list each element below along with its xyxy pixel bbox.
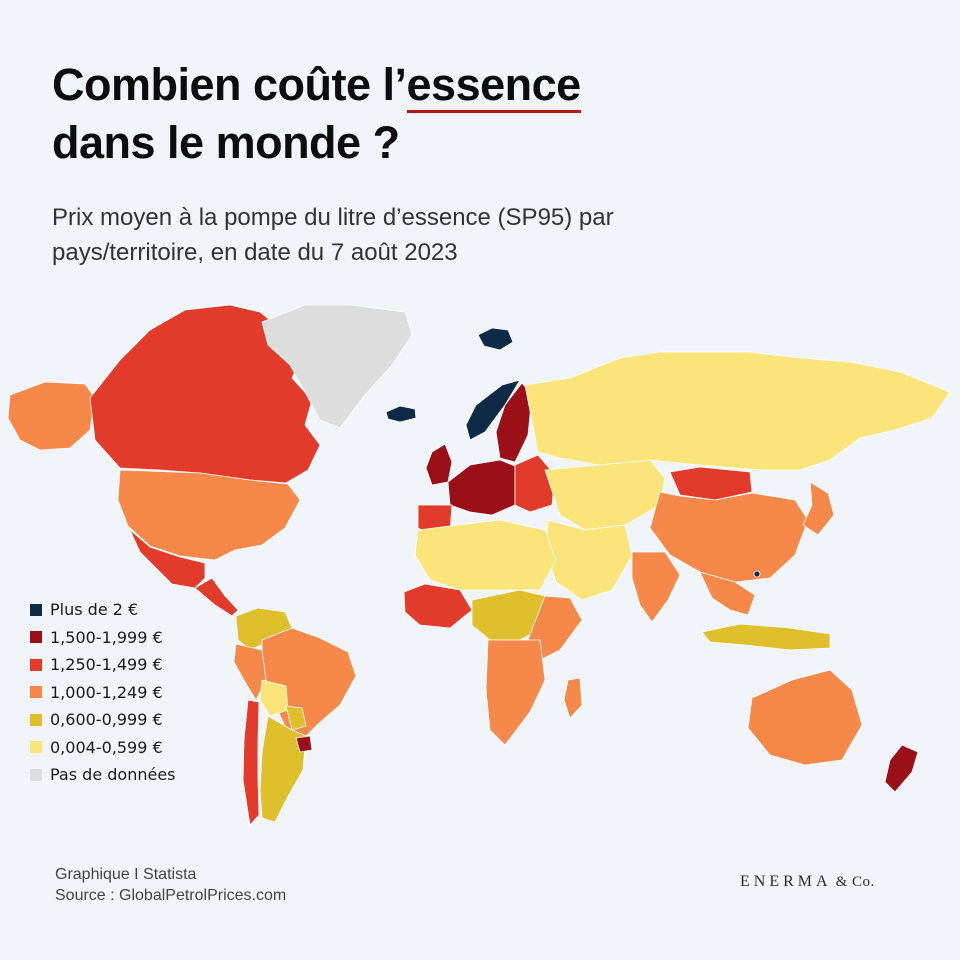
title-highlight-word: essence	[406, 59, 581, 113]
page-title: Combien coûte l’essence dans le monde ?	[52, 56, 581, 172]
legend-item-c1250: 1,250-1,499 €	[30, 651, 176, 679]
footer-source: Graphique I Statista Source : GlobalPetr…	[55, 864, 286, 906]
region-bolivia	[259, 679, 289, 717]
logo-wordmark: ENERMA	[740, 873, 832, 890]
legend-item-c004: 0,004-0,599 €	[30, 734, 176, 762]
legend-swatch	[30, 603, 42, 616]
legend-label: Plus de 2 €	[50, 600, 139, 620]
subtitle: Prix moyen à la pompe du litre d’essence…	[52, 200, 772, 270]
logo-suffix: & Co.	[835, 874, 875, 890]
region-indonesia	[701, 623, 831, 651]
region-west-africa	[403, 583, 473, 629]
brand-logo: ENERMA & Co.	[740, 873, 875, 891]
title-line-2: dans le monde ?	[52, 117, 400, 168]
region-norway	[465, 379, 521, 441]
legend-swatch	[30, 768, 42, 781]
region-svalbard	[477, 327, 514, 351]
map-legend: Plus de 2 € 1,500-1,999 € 1,250-1,499 € 1,0…	[30, 596, 176, 789]
region-middle-east	[545, 519, 633, 601]
region-united-kingdom	[425, 443, 453, 486]
region-sweden-finland	[495, 382, 533, 463]
legend-label: 0,600-0,999 €	[50, 710, 163, 730]
region-new-zealand	[884, 744, 919, 793]
region-hong-kong	[753, 570, 761, 578]
region-australia	[747, 669, 863, 766]
legend-swatch	[30, 686, 42, 699]
legend-item-c1500: 1,500-1,999 €	[30, 624, 176, 652]
region-argentina	[259, 715, 307, 823]
region-iceland	[385, 405, 417, 423]
region-eastern-europe	[514, 454, 556, 513]
region-mexico	[129, 529, 206, 589]
subtitle-line-2: pays/territoire, en date du 7 août 2023	[52, 239, 458, 266]
legend-item-nodata: Pas de données	[30, 761, 176, 789]
region-japan	[802, 481, 835, 536]
legend-swatch	[30, 713, 42, 726]
title-line-1: Combien coûte l’essence	[52, 56, 581, 114]
legend-item-over2: Plus de 2 €	[30, 596, 176, 624]
legend-swatch	[30, 631, 42, 644]
region-canada	[89, 304, 321, 484]
legend-label: 1,250-1,499 €	[50, 655, 163, 675]
region-kazakhstan-central-asia	[544, 459, 666, 531]
region-china	[649, 491, 809, 583]
legend-item-c1000: 1,000-1,249 €	[30, 679, 176, 707]
legend-label: 0,004-0,599 €	[50, 737, 163, 757]
world-map	[7, 304, 951, 826]
subtitle-line-1: Prix moyen à la pompe du litre d’essence…	[52, 204, 614, 231]
region-western-europe	[447, 459, 516, 516]
region-greenland	[261, 304, 413, 429]
legend-label: Pas de données	[50, 765, 176, 785]
region-paraguay	[285, 705, 307, 731]
region-russia	[524, 351, 951, 471]
region-uruguay	[295, 735, 313, 753]
region-united-states	[117, 469, 301, 561]
legend-swatch	[30, 741, 42, 754]
data-source: Source : GlobalPetrolPrices.com	[55, 887, 287, 904]
region-southeast-asia	[699, 571, 756, 616]
region-mongolia	[669, 466, 753, 501]
region-central-america	[194, 577, 239, 617]
region-madagascar	[563, 677, 583, 719]
region-india	[631, 551, 681, 623]
legend-item-c600: 0,600-0,999 €	[30, 706, 176, 734]
legend-swatch	[30, 658, 42, 671]
title-text: Combien coûte l’	[52, 59, 407, 110]
region-peru	[233, 643, 267, 701]
legend-label: 1,500-1,999 €	[50, 627, 163, 647]
chart-credit: Graphique I Statista	[55, 866, 197, 883]
region-north-africa	[414, 519, 557, 591]
region-alaska	[7, 381, 96, 451]
region-chile	[242, 699, 260, 826]
region-southern-africa	[485, 639, 546, 746]
legend-label: 1,000-1,249 €	[50, 682, 163, 702]
